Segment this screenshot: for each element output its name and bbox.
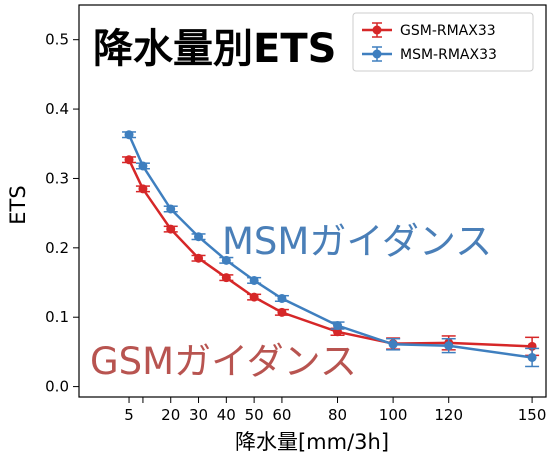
data-point: [277, 293, 287, 303]
series-msm-rmax33: [122, 130, 540, 368]
y-tick-label: 0.0: [45, 378, 69, 396]
legend-label: MSM-RMAX33: [400, 47, 497, 63]
data-point: [166, 204, 176, 214]
legend-box: [352, 12, 534, 72]
y-tick-label: 0.1: [45, 308, 69, 326]
y-axis-label: ETS: [6, 185, 30, 224]
x-tick-label: 60: [272, 406, 291, 424]
x-tick-label: 100: [379, 406, 408, 424]
legend-marker: [372, 25, 382, 35]
data-point: [166, 224, 176, 234]
x-axis-label: 降水量[mm/3h]: [235, 430, 389, 454]
data-point: [249, 275, 259, 285]
data-point: [138, 161, 148, 171]
data-point: [527, 352, 537, 362]
x-tick-label: 120: [434, 406, 463, 424]
legend-label: GSM-RMAX33: [400, 23, 496, 39]
plot-frame: [78, 4, 547, 398]
data-point: [388, 339, 398, 349]
data-point: [124, 155, 134, 165]
data-point: [138, 184, 148, 194]
data-point: [194, 232, 204, 242]
x-tick-label: 40: [217, 406, 236, 424]
x-tick-label: 5: [124, 406, 134, 424]
annotation-msm: MSMガイダンス: [222, 220, 492, 263]
x-tick-label: 50: [245, 406, 264, 424]
y-tick-label: 0.4: [45, 100, 69, 118]
data-point: [277, 307, 287, 317]
y-tick-label: 0.5: [45, 31, 69, 49]
x-tick-label: 80: [328, 406, 347, 424]
legend: GSM-RMAX33 MSM-RMAX33: [352, 12, 534, 72]
data-point: [249, 292, 259, 302]
legend-marker: [372, 49, 382, 59]
data-point: [221, 273, 231, 283]
x-tick-label: 30: [189, 406, 208, 424]
y-tick-label: 0.3: [45, 169, 69, 187]
annotation-gsm: GSMガイダンス: [90, 340, 357, 383]
chart-title: 降水量別ETS: [93, 26, 336, 72]
x-tick-label: 150: [518, 406, 547, 424]
data-point: [333, 321, 343, 331]
data-point: [221, 255, 231, 265]
data-point: [124, 130, 134, 140]
y-tick-label: 0.2: [45, 239, 69, 257]
data-point: [194, 253, 204, 263]
x-tick-label: 20: [161, 406, 180, 424]
data-point: [444, 341, 454, 351]
